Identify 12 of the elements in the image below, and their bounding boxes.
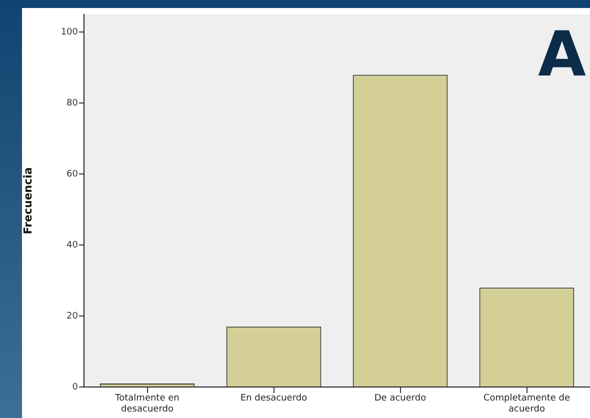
x-tick-label: Totalmente en desacuerdo <box>114 394 180 415</box>
y-tick-label: 20 <box>66 311 78 322</box>
annotation: A <box>538 18 586 91</box>
x-tick-label: En desacuerdo <box>240 394 308 404</box>
y-tick-label: 0 <box>72 382 78 392</box>
y-tick-label: 80 <box>66 98 78 108</box>
x-tick-label: Completamente de acuerdo <box>483 394 570 415</box>
y-axis-title: Frecuencia <box>21 167 34 234</box>
x-tick-label: De acuerdo <box>374 394 427 404</box>
y-tick-label: 60 <box>66 169 78 180</box>
y-tick-label: 40 <box>66 240 78 250</box>
y-tick-label: 100 <box>60 27 78 38</box>
